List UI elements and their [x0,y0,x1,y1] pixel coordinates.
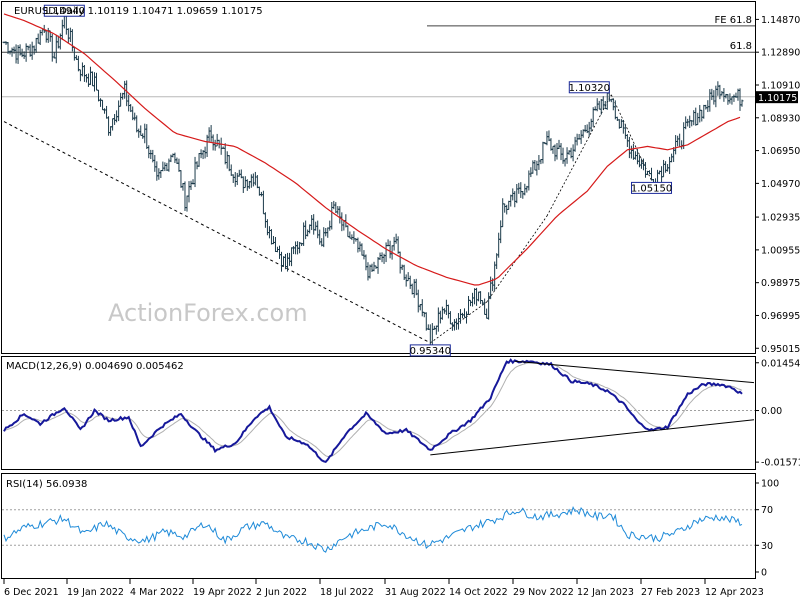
price-tick-label: 0.98975 [761,278,800,289]
macd-title: MACD(12,26,9) 0.004690 0.005462 [6,361,184,372]
price-tick-label: 1.06950 [761,146,800,157]
swing-line [430,301,487,344]
date-axis: 6 Dec 2021 19 Jan 2022 4 Mar 2022 19 Apr 20… [3,579,764,598]
macd-lower-trend-line [430,419,755,456]
watermark: ActionForex.com [108,299,308,327]
rsi-tick-label: 70 [761,505,773,516]
date-tick-label: 12 Jan 2023 [577,587,634,598]
price-tick-label: 1.02935 [761,213,800,224]
macd-tick-label: 0.014549 [761,358,800,369]
swing-label-box [409,344,451,357]
rsi-tick-label: 100 [761,479,779,490]
date-tick-label: 2 Jun 2022 [256,587,307,598]
rsi-panel-frame [1,473,756,579]
price-tick-label: 1.04970 [761,179,800,190]
date-tick-label: 19 Apr 2022 [193,587,252,598]
price-level-label: FE 61.8 [714,15,752,26]
date-tick-label: 12 Apr 2023 [705,587,764,598]
price-tick-label: 1.08930 [761,113,800,124]
rsi-title: RSI(14) 56.0938 [6,479,87,490]
price-levels: 61.8 FE 61.8 [2,15,755,98]
date-tick-label: 18 Jul 2022 [320,587,374,598]
swing-label-box [43,4,85,17]
current-price-box [755,91,798,104]
rsi-tick-label: 30 [761,541,773,552]
macd-panel-frame [1,356,756,470]
price-tick-label: 1.10910 [761,80,800,91]
current-price-label: 1.10175 [758,93,797,104]
swing-label: 1.14940 [44,6,85,17]
macd-series [2,358,755,464]
price-axis: 1.14870 1.12890 1.10910 1.08930 1.06950 1.049… [755,15,800,355]
swing-label-box [631,181,673,194]
macd-line [3,358,743,464]
price-candles [2,10,744,351]
macd-axis: 0.014549 0.00 -0.015712 [755,358,800,469]
trend-line [3,121,431,344]
date-tick-label: 4 Mar 2022 [130,587,184,598]
macd-tick-label: -0.015712 [761,458,800,469]
price-tick-label: 0.96995 [761,311,800,322]
date-tick-label: 6 Dec 2021 [4,587,59,598]
macd-upper-trend-line [514,360,755,384]
rsi-axis: 100 70 30 0 [755,479,779,579]
date-tick-label: 19 Jan 2022 [67,587,124,598]
date-tick-label: 27 Feb 2023 [641,587,700,598]
price-tick-label: 1.00955 [761,245,800,256]
date-tick-label: 14 Oct 2022 [449,587,508,598]
swing-label: 1.10320 [569,83,610,94]
price-tick-label: 1.12890 [761,48,800,59]
swing-annotations: 1.14940 0.95340 1.10320 1.05150 [43,4,673,357]
rsi-tick-label: 0 [761,568,767,579]
rsi-line [3,505,743,553]
swing-label: 1.05150 [631,183,672,194]
macd-tick-label: 0.00 [761,406,782,417]
date-tick-label: 31 Aug 2022 [385,587,446,598]
date-tick-label: 29 Nov 2022 [513,587,574,598]
swing-label: 0.95340 [410,346,451,357]
price-chart-title: EURUSD,Daily 1.10119 1.10471 1.09659 1.1… [14,6,263,17]
moving-average-line [3,13,741,286]
price-tick-label: 0.95015 [761,344,800,355]
swing-label-box [568,81,610,94]
price-panel-frame [1,1,756,354]
swing-line [546,94,612,217]
moving-average [3,13,741,286]
price-level-label: 61.8 [730,41,752,52]
rsi-series [2,505,755,553]
price-tick-label: 1.14870 [761,15,800,26]
